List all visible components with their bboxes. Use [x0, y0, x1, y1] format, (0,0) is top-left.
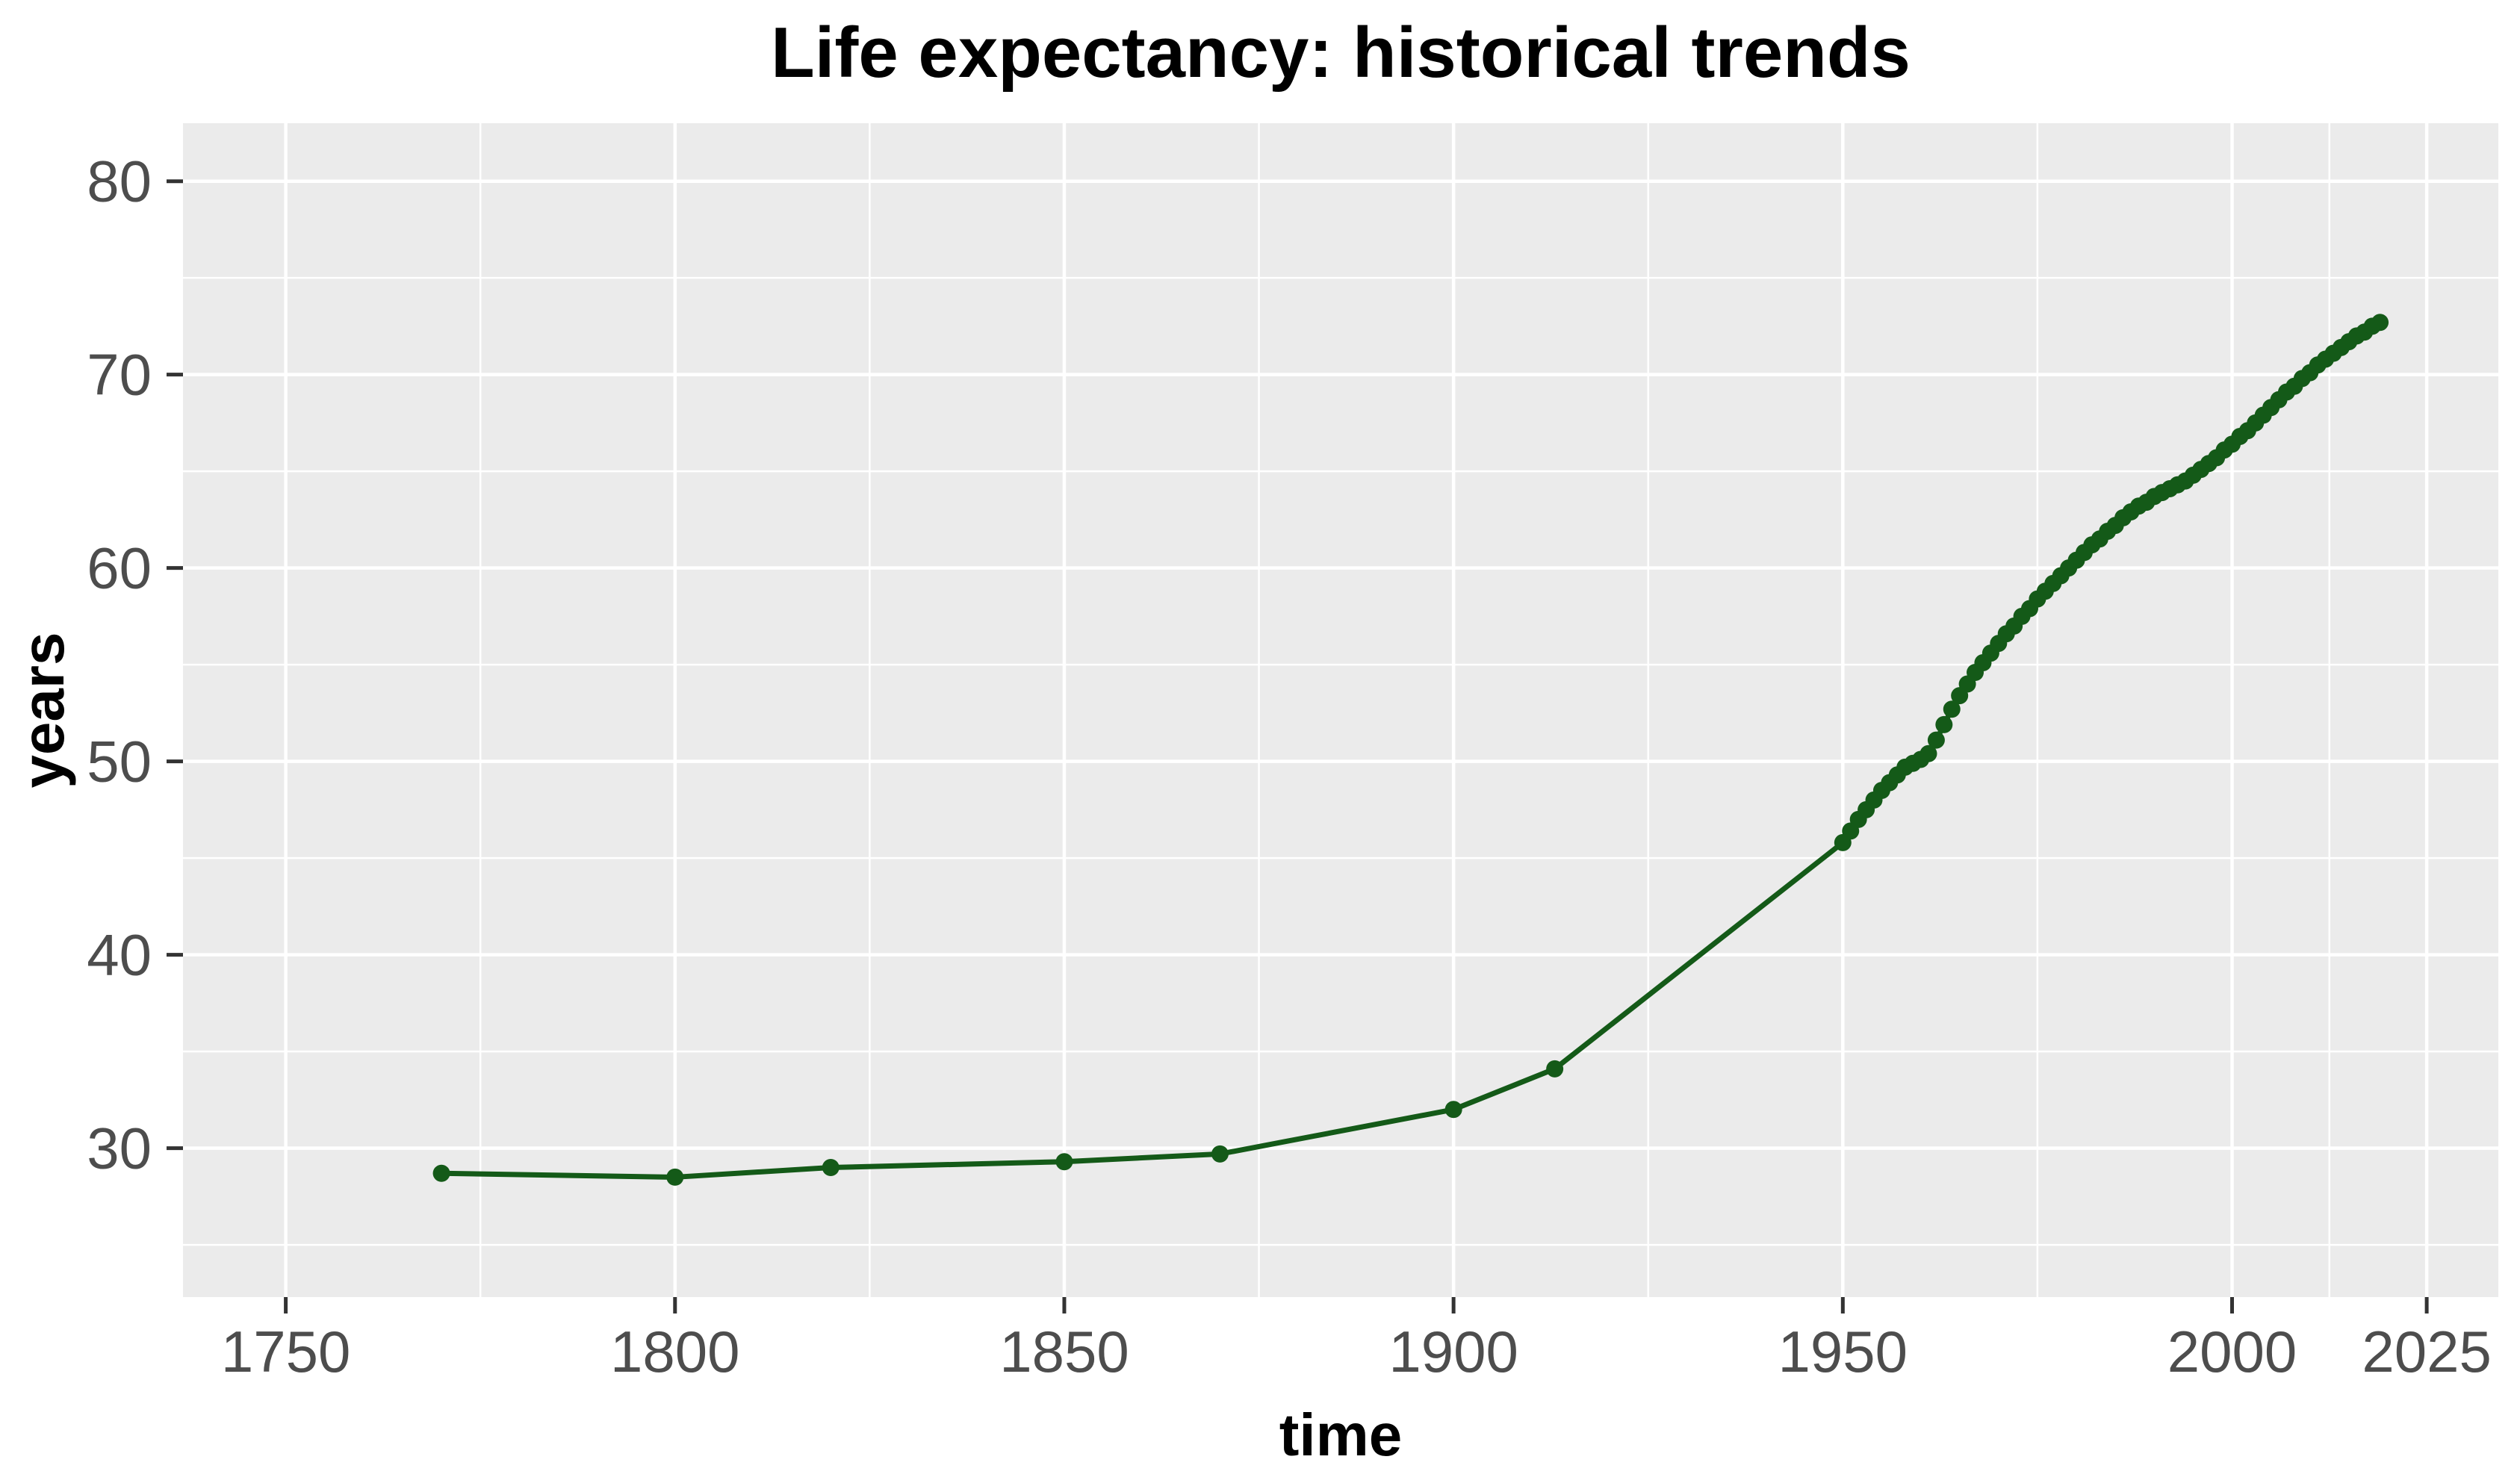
x-tick-label: 1850: [999, 1319, 1129, 1384]
data-point: [1920, 744, 1937, 762]
x-tick-label: 2000: [2167, 1319, 2297, 1384]
panel-background: [183, 123, 2498, 1297]
y-tick-label: 80: [87, 149, 152, 214]
x-axis-title: time: [1279, 1402, 1403, 1468]
data-point: [1546, 1060, 1564, 1078]
y-tick-label: 60: [87, 535, 152, 601]
y-tick-label: 30: [87, 1116, 152, 1181]
data-point: [822, 1158, 840, 1176]
data-point: [1927, 731, 1945, 749]
data-point: [1055, 1153, 1073, 1171]
data-point: [432, 1164, 450, 1182]
x-tick-label: 2025: [2362, 1319, 2492, 1384]
data-point: [2371, 314, 2389, 332]
y-tick-label: 70: [87, 342, 152, 408]
chart-title: Life expectancy: historical trends: [771, 13, 1911, 93]
x-tick-label: 1750: [221, 1319, 351, 1384]
data-point: [1211, 1145, 1229, 1163]
y-tick-label: 40: [87, 922, 152, 988]
x-tick-label: 1950: [1778, 1319, 1908, 1384]
y-tick-label: 50: [87, 729, 152, 795]
x-tick-label: 1800: [610, 1319, 740, 1384]
data-point: [1935, 715, 1953, 733]
x-tick-label: 1900: [1388, 1319, 1518, 1384]
data-point: [1444, 1101, 1462, 1119]
data-point: [666, 1168, 684, 1186]
data-point: [1943, 700, 1961, 718]
